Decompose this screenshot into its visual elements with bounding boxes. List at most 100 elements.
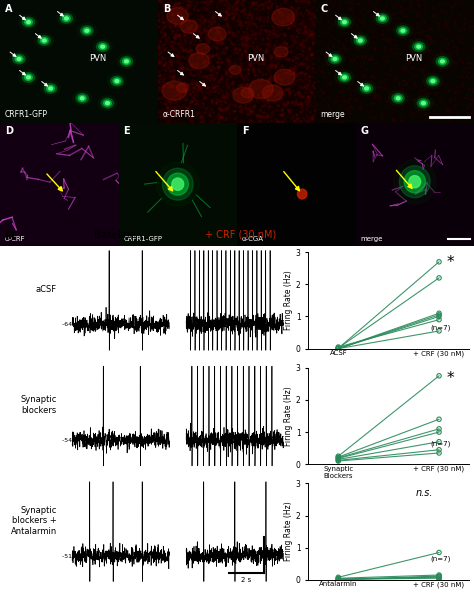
Point: [320, 38, 328, 47]
Point: [170, 107, 178, 117]
Point: [248, 77, 256, 87]
Point: [173, 97, 180, 107]
Point: [210, 13, 218, 22]
Point: [290, 110, 297, 120]
Point: [253, 22, 261, 32]
Point: [222, 105, 230, 115]
Point: [284, 43, 292, 53]
Point: [275, 101, 283, 110]
Point: [337, 12, 345, 22]
Point: [274, 101, 282, 111]
Point: [447, 114, 455, 124]
Point: [356, 64, 364, 74]
Point: [197, 51, 205, 60]
Point: [192, 56, 200, 66]
Point: [213, 28, 221, 37]
Point: [310, 67, 318, 77]
Point: [166, 56, 173, 65]
Point: [225, 89, 233, 98]
Point: [257, 93, 265, 102]
Point: [195, 6, 203, 16]
Circle shape: [417, 98, 430, 108]
Point: [418, 30, 425, 40]
Point: [289, 6, 297, 16]
Point: [450, 104, 457, 113]
Point: [420, 35, 428, 44]
Circle shape: [357, 81, 376, 96]
Text: E: E: [123, 126, 130, 137]
Point: [211, 37, 219, 46]
Point: [225, 113, 232, 122]
Point: [446, 25, 454, 34]
Point: [373, 62, 380, 71]
Point: [407, 116, 415, 125]
Point: [409, 102, 417, 112]
Point: [274, 118, 282, 128]
Point: [425, 31, 433, 41]
Point: [187, 24, 194, 34]
Point: [293, 20, 301, 29]
Point: [370, 110, 378, 119]
Point: [193, 0, 201, 7]
Point: [255, 49, 262, 59]
Point: [419, 101, 427, 110]
Point: [181, 13, 188, 23]
Circle shape: [335, 70, 354, 84]
Point: [157, 108, 165, 118]
Point: [287, 87, 294, 96]
Point: [225, 57, 232, 66]
Point: [460, 47, 468, 57]
Point: [242, 40, 249, 50]
Point: [345, 114, 353, 123]
Point: [292, 23, 300, 32]
Point: [463, 7, 470, 16]
Point: [434, 17, 441, 26]
Point: [467, 60, 474, 70]
Point: [348, 101, 356, 111]
Point: [337, 19, 345, 29]
Point: [196, 15, 204, 25]
Point: [217, 96, 225, 106]
Point: [255, 1, 263, 11]
Point: [376, 107, 384, 117]
Point: [353, 38, 361, 47]
Point: [227, 32, 235, 42]
Point: [369, 118, 377, 128]
Point: [346, 76, 354, 86]
Point: [252, 31, 259, 40]
Point: [200, 72, 208, 82]
Point: [182, 92, 190, 101]
Point: [240, 59, 247, 68]
Point: [455, 92, 462, 101]
Point: [217, 16, 224, 25]
Point: [247, 0, 255, 8]
Point: [299, 50, 306, 60]
Point: [221, 68, 229, 78]
Point: [232, 96, 240, 105]
Point: [176, 104, 183, 113]
Point: [265, 78, 273, 87]
Point: [444, 100, 452, 110]
Point: [259, 110, 266, 119]
Point: [298, 62, 305, 71]
Point: [301, 82, 308, 92]
Point: [264, 98, 272, 107]
Point: [235, 13, 242, 23]
Point: [378, 113, 386, 122]
Point: [259, 64, 267, 74]
Point: [421, 77, 428, 86]
Point: [410, 41, 417, 51]
Point: [237, 50, 244, 59]
Point: [336, 95, 344, 105]
Point: [176, 67, 184, 77]
Point: [224, 43, 232, 52]
Point: [378, 30, 386, 40]
Point: [204, 32, 212, 42]
Text: α-CRFR1: α-CRFR1: [163, 110, 196, 119]
Point: [434, 19, 441, 28]
Point: [256, 66, 264, 76]
Point: [456, 40, 463, 49]
Point: [350, 20, 357, 30]
Point: [346, 95, 354, 104]
Point: [187, 23, 195, 33]
